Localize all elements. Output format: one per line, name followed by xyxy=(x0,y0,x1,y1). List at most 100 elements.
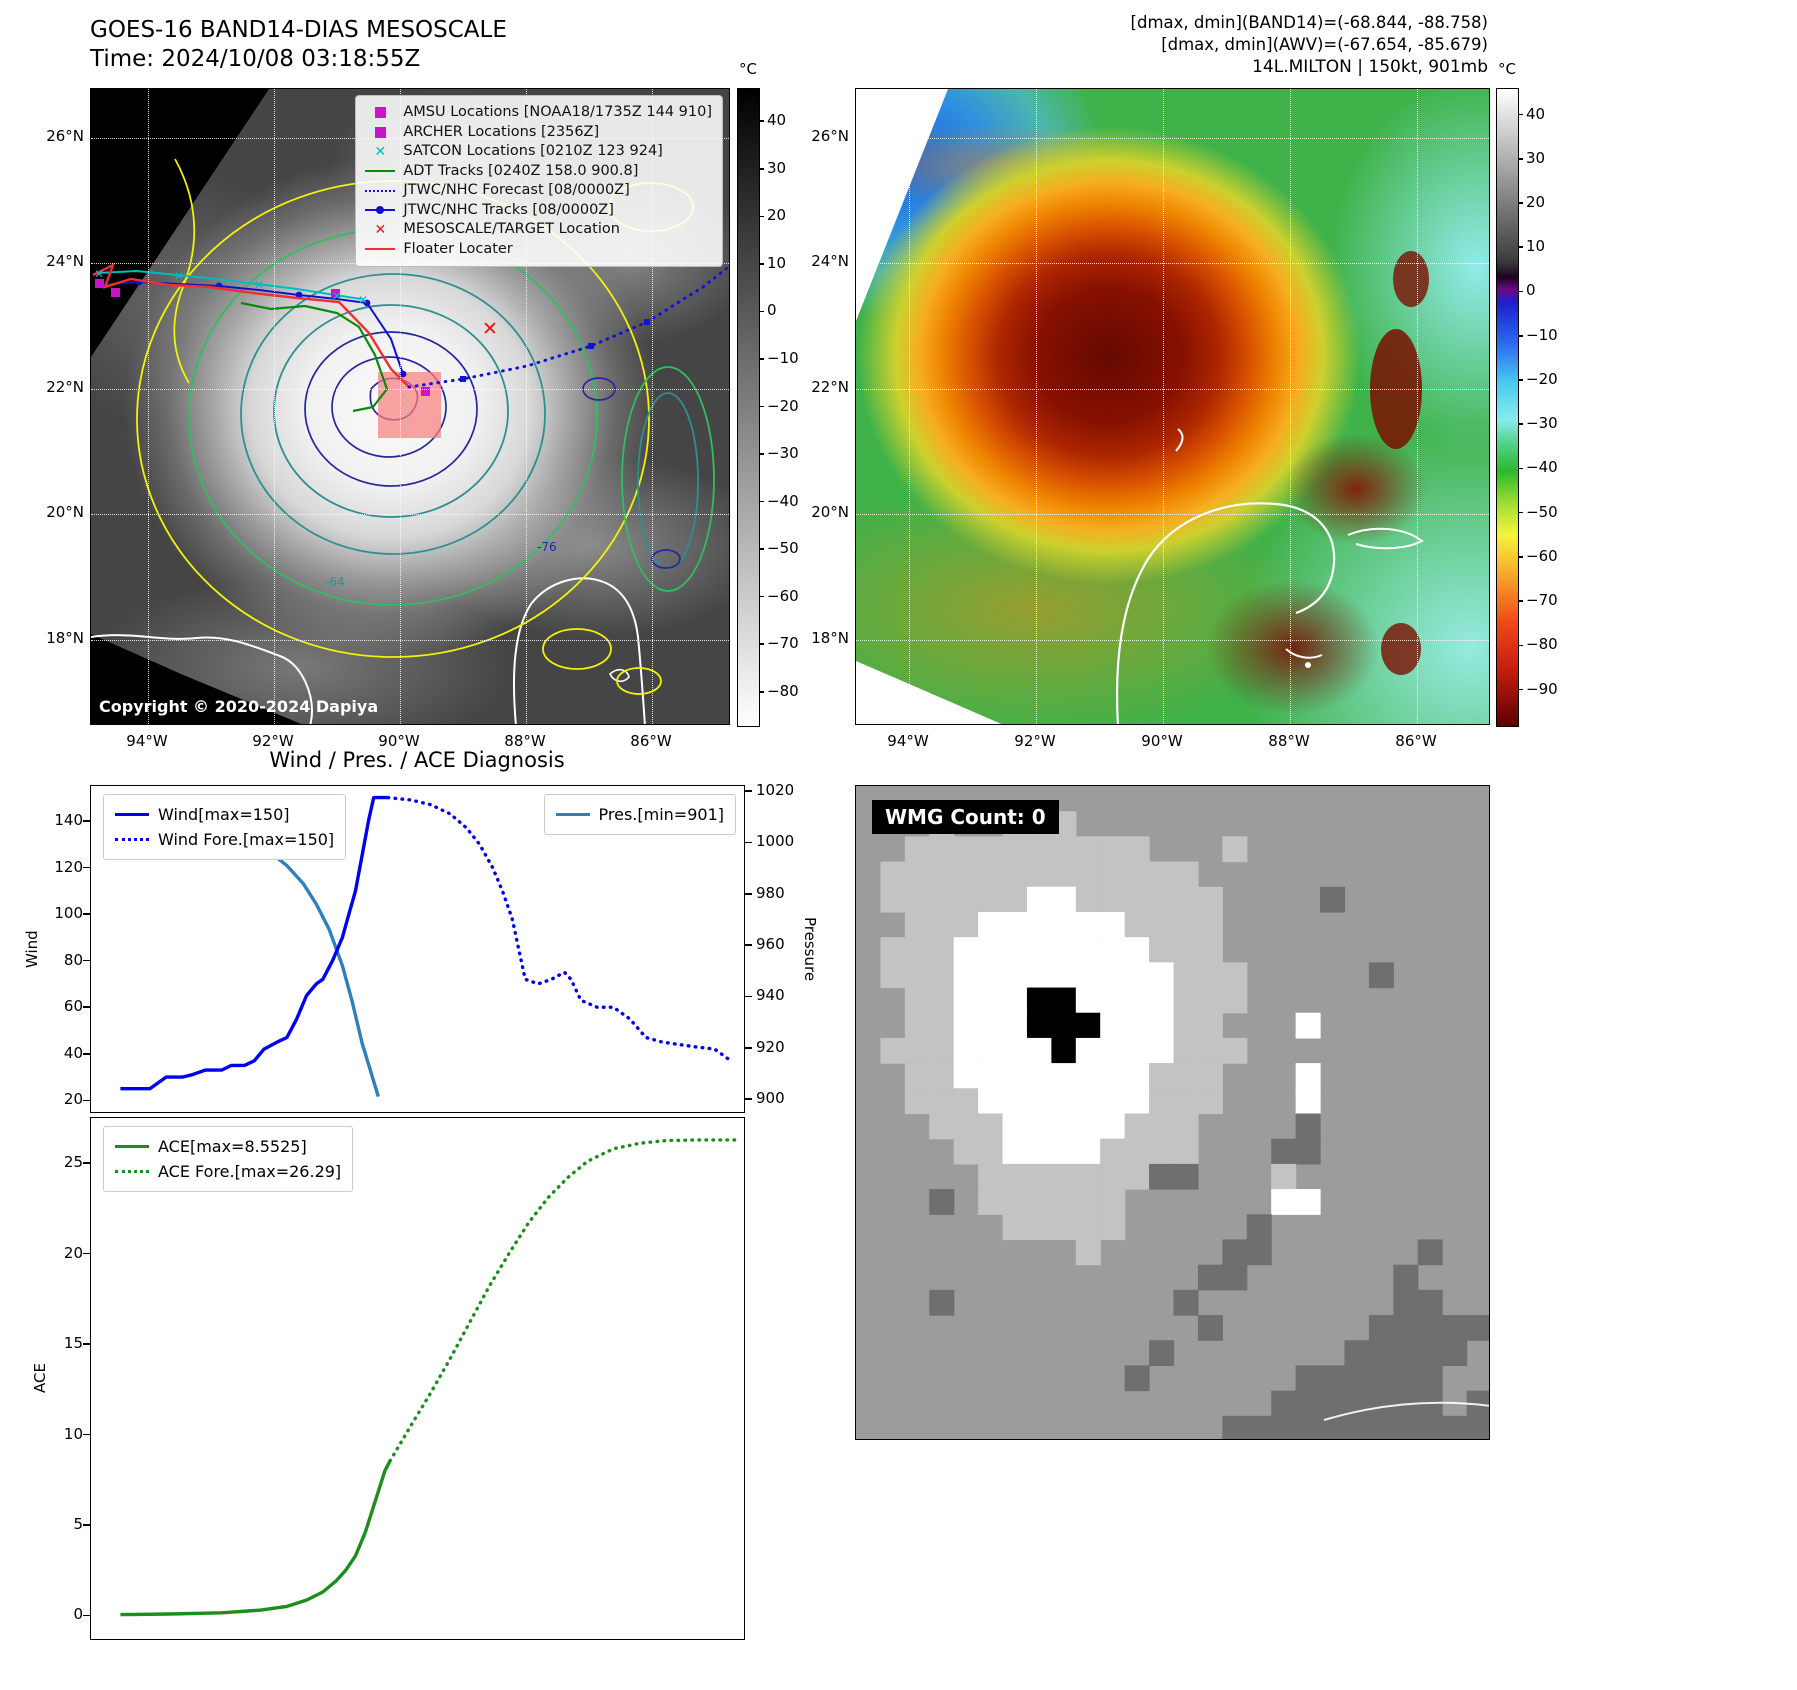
series-wind-max-150- xyxy=(120,795,389,1091)
cold-cloud-patch xyxy=(1381,623,1421,675)
y2-tick-mark xyxy=(744,790,752,792)
svg-text:✕: ✕ xyxy=(358,293,368,307)
square-glyph xyxy=(374,107,386,119)
coastline-yucatan xyxy=(1115,502,1336,724)
lon-label: 86°W xyxy=(1395,732,1437,750)
chart-legend: Wind[max=150] Wind Fore.[max=150] xyxy=(103,794,347,860)
forecast-markers xyxy=(460,319,650,382)
colorbar-tick-label: −40 xyxy=(767,491,799,510)
colorbar-tick-label: −70 xyxy=(1526,591,1558,610)
legend-label: ADT Tracks [0240Z 158.0 900.8] xyxy=(403,162,639,179)
y2-tick-label: 920 xyxy=(756,1037,785,1056)
dotted-line-glyph xyxy=(115,838,149,841)
legend-item: ✕ SATCON Locations [0210Z 123 924] xyxy=(364,142,712,162)
colorbar-tick-label: 30 xyxy=(1526,148,1546,167)
lon-label: 90°W xyxy=(1141,732,1183,750)
lon-label: 88°W xyxy=(504,732,546,750)
y-tick-mark xyxy=(83,1252,91,1255)
y-tick-mark xyxy=(83,1006,91,1008)
colorbar-tick-label: 30 xyxy=(767,158,787,177)
satcon-track xyxy=(96,269,362,300)
colorbar-tick-label: −10 xyxy=(1526,325,1558,344)
chart-legend-label: ACE Fore.[max=26.29] xyxy=(158,1162,342,1181)
y-tick-label: 0 xyxy=(73,1605,83,1624)
lat-label: 18°N xyxy=(811,629,849,647)
colorbar-tick-label: 0 xyxy=(1526,281,1536,300)
chart-legend-label: ACE[max=8.5525] xyxy=(158,1137,307,1156)
satcon-markers: ✕ ✕ ✕ ✕ ✕ xyxy=(94,267,368,307)
y-tick-label: 60 xyxy=(63,997,83,1016)
y-tick-mark xyxy=(83,1052,91,1055)
lon-label: 92°W xyxy=(1014,732,1056,750)
y-tick-mark xyxy=(83,1614,91,1617)
colorbar-tick-mark xyxy=(1518,334,1523,337)
legend-item: JTWC/NHC Forecast [08/0000Z] xyxy=(364,181,712,201)
chart-legend: Pres.[min=901] xyxy=(543,794,736,835)
series-ace-fore-max-26-29- xyxy=(388,1138,740,1463)
map-overlay-graphics: -64 -76 ✕ ✕ ✕ ✕ ✕ ✕ xyxy=(91,89,729,724)
colorbar-tick-mark xyxy=(759,168,764,170)
line-icon xyxy=(364,170,396,173)
y2-tick-mark xyxy=(744,893,752,895)
chart-legend-item: Wind Fore.[max=150] xyxy=(115,827,334,852)
x-glyph: ✕ xyxy=(374,221,387,238)
colorbar-tick-mark xyxy=(1518,688,1523,691)
colorbar-tick-label: −70 xyxy=(767,634,799,653)
y-tick-label: 120 xyxy=(54,857,83,876)
lat-label: 22°N xyxy=(811,378,849,396)
adt-track xyxy=(240,301,389,413)
colorbar-tick-label: −20 xyxy=(767,396,799,415)
storm-stat-line: 14L.MILTON | 150kt, 901mb xyxy=(1252,57,1488,77)
lat-label: 26°N xyxy=(811,127,849,145)
coastline-cuba xyxy=(1347,527,1424,550)
colorbar-tick-mark xyxy=(759,405,764,408)
square-icon xyxy=(364,107,396,119)
svg-text:✕: ✕ xyxy=(94,267,104,281)
chart-legend-item: ACE Fore.[max=26.29] xyxy=(115,1159,341,1184)
coastline xyxy=(91,634,314,724)
colorbar-tick-mark xyxy=(1518,467,1523,470)
colorbar-tick-mark xyxy=(1518,600,1523,602)
lat-label: 26°N xyxy=(46,127,84,145)
legend-label: MESOSCALE/TARGET Location xyxy=(403,221,620,237)
y-tick-mark xyxy=(83,1343,91,1345)
colorbar-tick-mark xyxy=(1518,556,1523,558)
legend-item: ADT Tracks [0240Z 158.0 900.8] xyxy=(364,162,712,182)
colorbar-tick-mark xyxy=(1518,379,1523,381)
colorbar-tick-mark xyxy=(759,120,764,123)
chart-legend-item: Pres.[min=901] xyxy=(555,802,724,827)
y-tick-mark xyxy=(83,913,91,915)
lon-label: 92°W xyxy=(252,732,294,750)
line-glyph xyxy=(555,813,590,816)
contour-teal xyxy=(240,273,699,570)
y2-tick-label: 1020 xyxy=(756,781,795,800)
colorbar-tick-mark xyxy=(759,500,764,503)
floater-track xyxy=(92,262,410,388)
y2-tick-mark xyxy=(744,1047,752,1049)
wmg-classification-image xyxy=(856,786,1489,1439)
svg-text:✕: ✕ xyxy=(332,289,342,303)
y-tick-mark xyxy=(83,1099,91,1102)
lon-label: 88°W xyxy=(1268,732,1310,750)
coastline-island xyxy=(1285,648,1323,659)
legend-item: JTWC/NHC Tracks [08/0000Z] xyxy=(364,201,712,221)
chart-legend-label: Pres.[min=901] xyxy=(598,805,724,824)
lon-label: 94°W xyxy=(126,732,168,750)
colorbar-tick-label: −30 xyxy=(1526,414,1558,433)
lon-label: 86°W xyxy=(630,732,672,750)
mesoscale-target-box xyxy=(378,372,441,438)
colorbar-tick-label: 10 xyxy=(767,253,787,272)
colorbar-tick-mark xyxy=(1518,644,1523,647)
colorbar-tick-mark xyxy=(1518,246,1523,249)
pressure-axis-label: Pressure xyxy=(801,916,819,982)
jtwc-track-markers xyxy=(135,278,407,378)
colorbar-tick-label: −30 xyxy=(767,444,799,463)
grayscale-colorbar xyxy=(737,88,760,727)
scan-edge xyxy=(91,89,269,357)
y-tick-mark xyxy=(83,1433,91,1436)
colorbar-tick-label: 40 xyxy=(1526,104,1546,123)
line-glyph xyxy=(365,170,396,173)
map-legend: AMSU Locations [NOAA18/1735Z 144 910] ARC… xyxy=(355,95,723,267)
svg-text:✕: ✕ xyxy=(254,278,264,292)
line-glyph xyxy=(365,248,396,251)
